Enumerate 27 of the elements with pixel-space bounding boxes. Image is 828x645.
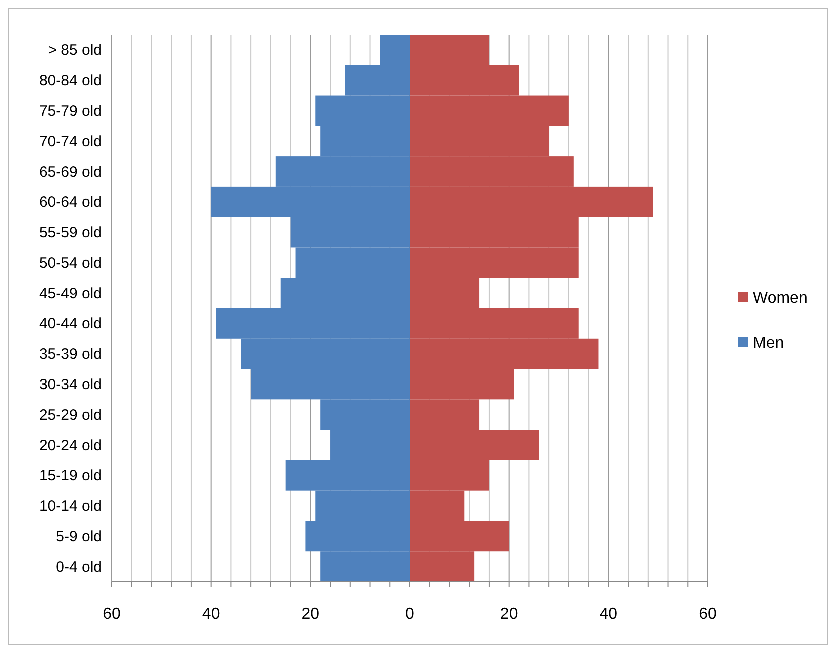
y-tick-label: 65-69 old: [39, 164, 102, 181]
x-tick-label: 40: [202, 606, 220, 623]
y-tick-label: 25-29 old: [39, 406, 102, 424]
x-tick-label: 40: [600, 606, 618, 623]
y-tick-label: 10-14 old: [39, 498, 102, 516]
y-tick-label: 45-49 old: [39, 285, 102, 302]
legend-label: Women: [753, 290, 808, 307]
x-tick-label: 60: [103, 606, 121, 623]
legend-label: Men: [753, 335, 784, 352]
y-tick-label: 35-39 old: [39, 346, 102, 364]
y-tick-label: > 85 old: [48, 42, 102, 60]
y-tick-label: 0-4 old: [56, 558, 102, 576]
y-tick-label: 20-24 old: [39, 437, 102, 454]
y-tick-label: 70-74 old: [39, 133, 102, 150]
y-tick-label: 50-54 old: [39, 254, 102, 272]
y-tick-label: 40-44 old: [39, 316, 102, 333]
y-tick-label: 60-64 old: [39, 194, 102, 212]
y-tick-label: 5-9 old: [56, 528, 102, 546]
y-tick-label: 15-19 old: [39, 468, 102, 485]
x-tick-label: 0: [406, 606, 415, 623]
y-tick-label: 80-84 old: [39, 72, 102, 90]
x-tick-label: 60: [699, 606, 717, 623]
x-tick-label: 20: [500, 606, 518, 623]
y-tick-label: 75-79 old: [39, 102, 102, 120]
y-tick-label: 30-34 old: [39, 376, 102, 394]
y-tick-label: 55-59 old: [39, 224, 102, 242]
x-tick-label: 20: [302, 606, 320, 623]
